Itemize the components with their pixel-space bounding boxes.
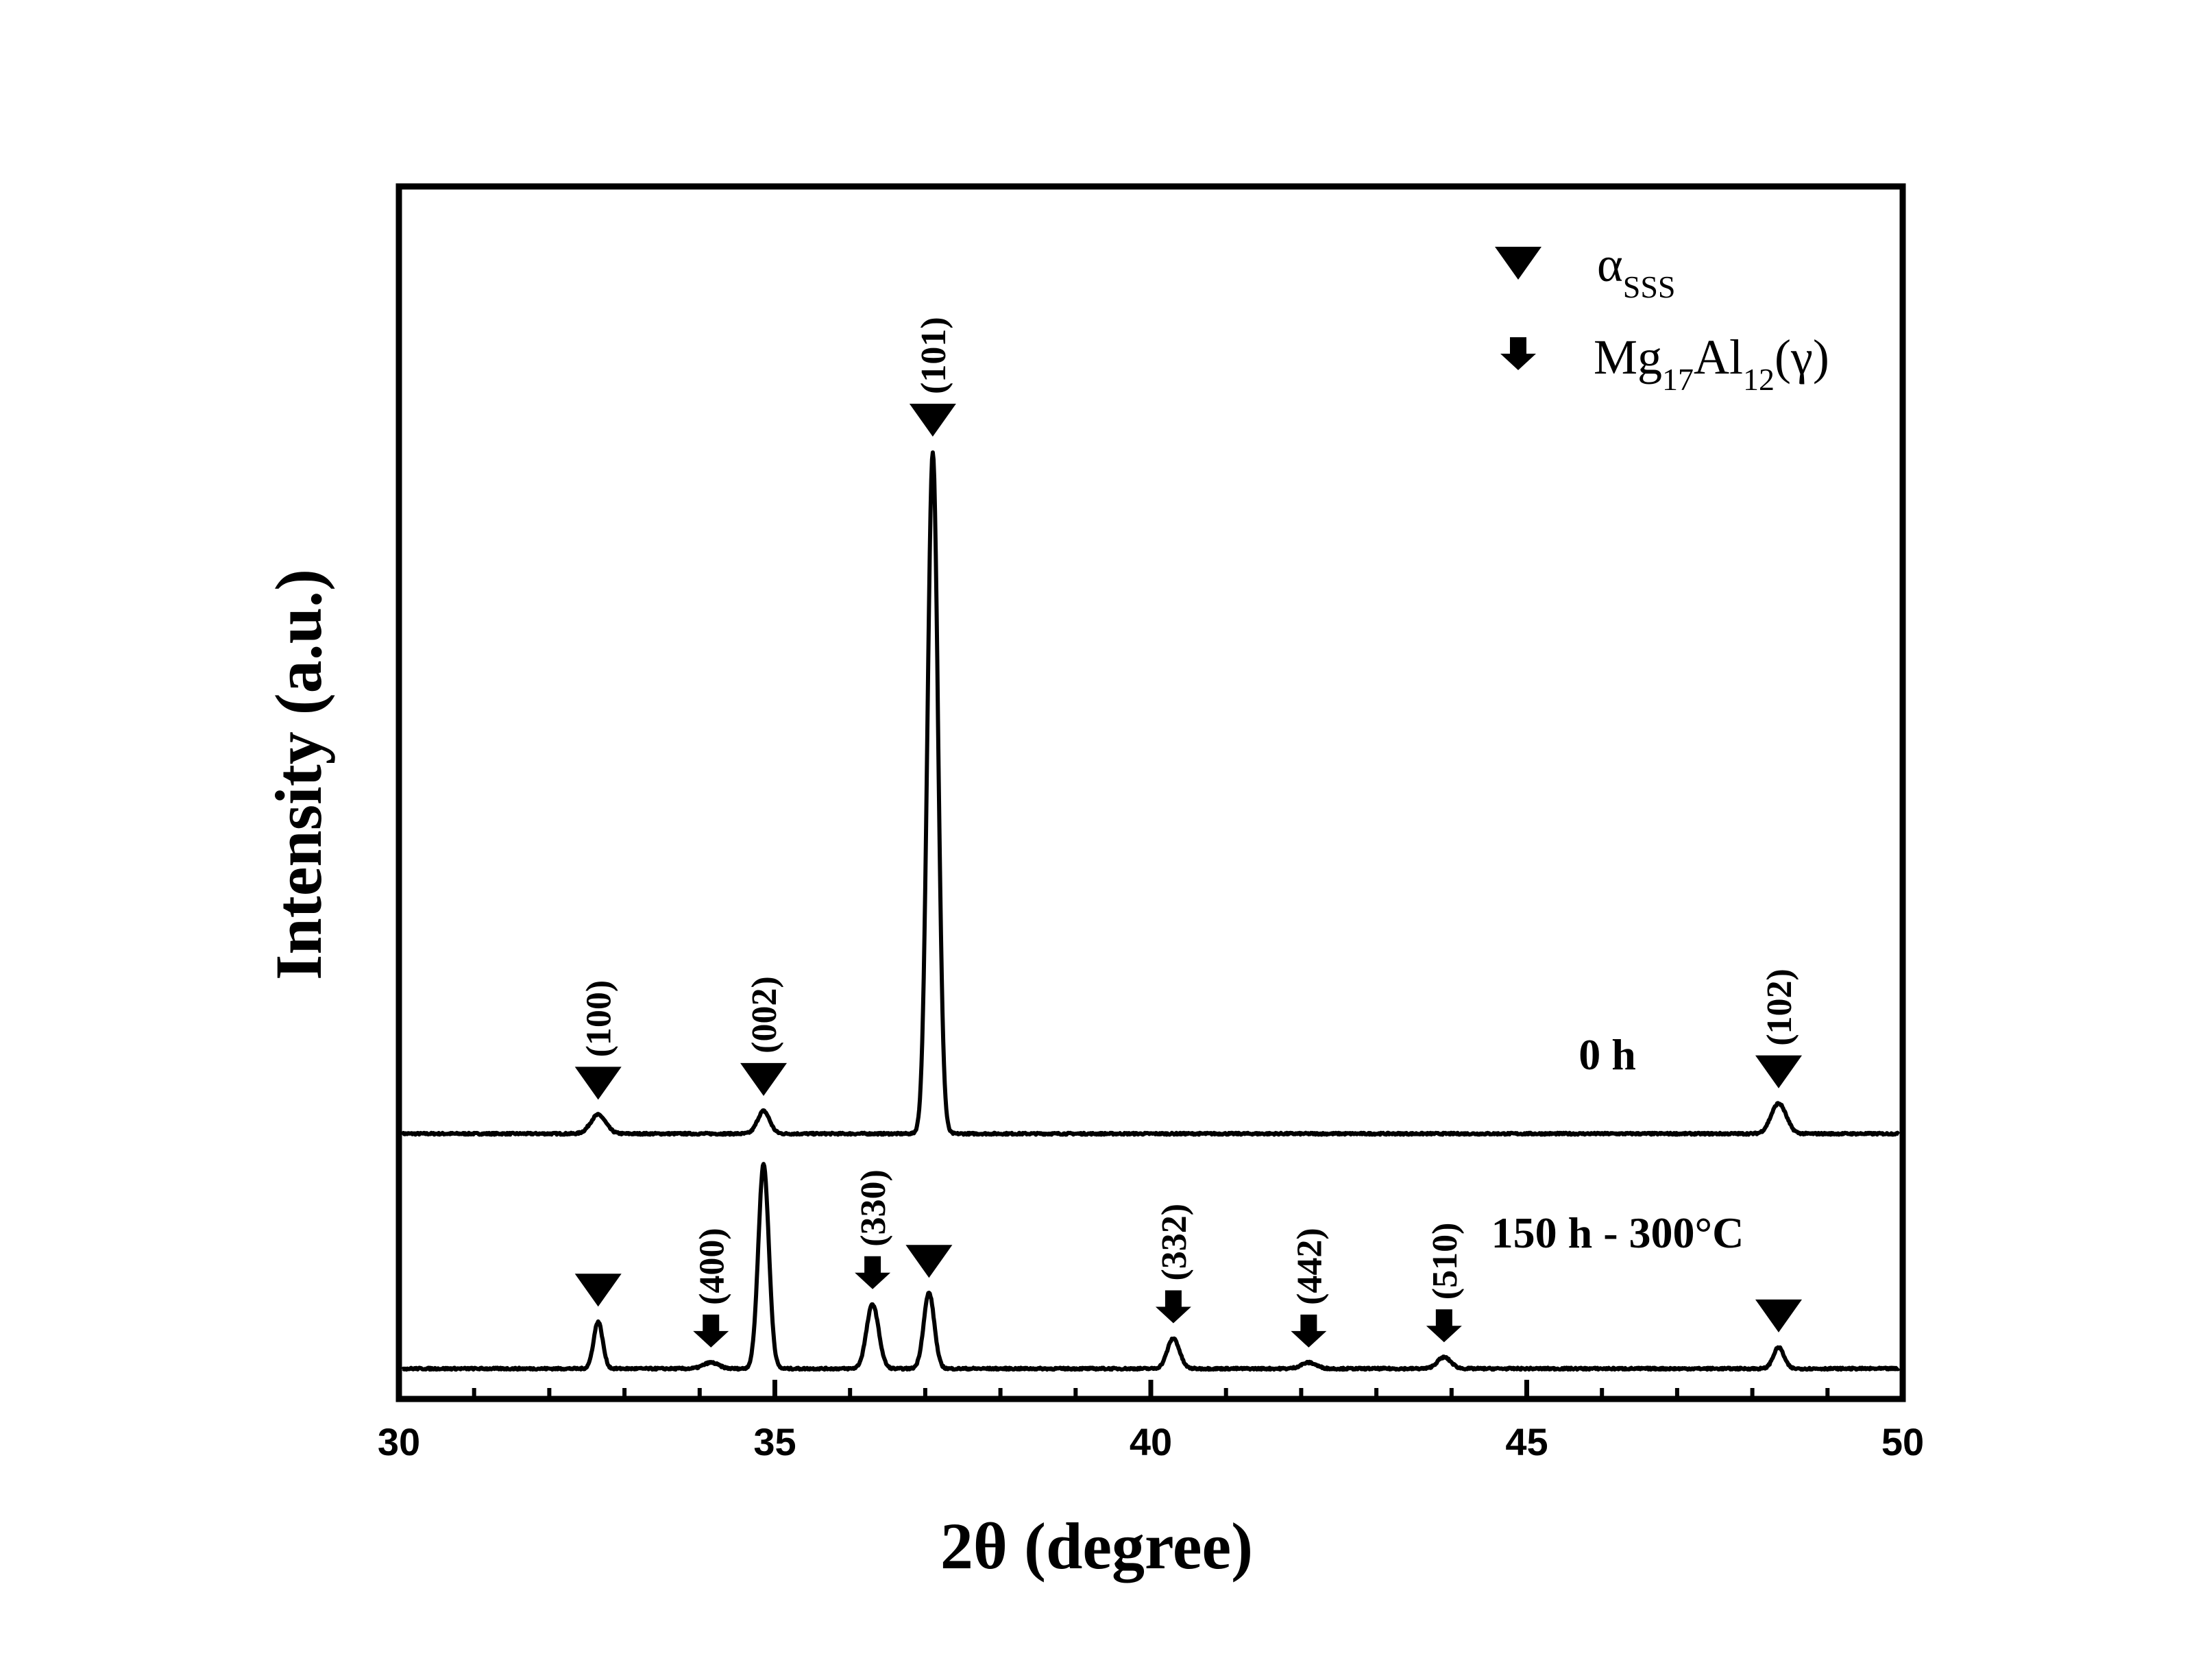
legend-alpha-label: αSSS bbox=[1597, 237, 1675, 304]
legend-gamma-part: 17 bbox=[1662, 362, 1694, 397]
x-tick-label: 50 bbox=[1881, 1420, 1924, 1463]
legend-gamma-part: (γ) bbox=[1775, 330, 1829, 385]
legend-gamma-part: 12 bbox=[1743, 362, 1775, 397]
series-line-1 bbox=[401, 1162, 1901, 1372]
peak-label: (400) bbox=[692, 1228, 731, 1305]
peak-label: (442) bbox=[1290, 1228, 1329, 1305]
peak-label: (100) bbox=[580, 980, 619, 1058]
alpha-marker-triangle-icon bbox=[909, 403, 956, 437]
x-ticks-group: 30 35 40 45 50 bbox=[378, 1380, 1924, 1463]
legend-gamma-label: Mg17Al12(γ) bbox=[1594, 330, 1829, 397]
peak-label: (330) bbox=[854, 1169, 893, 1247]
legend: αSSS Mg17Al12(γ) bbox=[1495, 237, 1829, 397]
x-axis-title: 2θ (degree) bbox=[940, 1509, 1253, 1583]
x-tick-label: 30 bbox=[378, 1420, 420, 1463]
series-label-0h: 0 h bbox=[1579, 1030, 1636, 1079]
gamma-marker-arrow-icon bbox=[693, 1314, 729, 1348]
legend-arrow-icon bbox=[1500, 337, 1536, 370]
series-label-150h: 150 h - 300°C bbox=[1491, 1208, 1744, 1257]
peak-label: (101) bbox=[914, 317, 953, 394]
peak-label: (102) bbox=[1760, 969, 1799, 1046]
series-line-0 bbox=[400, 450, 1901, 1137]
legend-alpha-main: α bbox=[1597, 237, 1623, 292]
legend-gamma-part: Mg bbox=[1594, 330, 1662, 385]
legend-alpha-sub: SSS bbox=[1623, 269, 1676, 304]
alpha-marker-triangle-icon bbox=[905, 1245, 953, 1278]
x-tick-label: 35 bbox=[753, 1420, 796, 1463]
legend-triangle-icon bbox=[1495, 247, 1541, 280]
x-tick-label: 45 bbox=[1505, 1420, 1548, 1463]
peak-label: (332) bbox=[1155, 1204, 1194, 1281]
gamma-marker-arrow-icon bbox=[1426, 1309, 1462, 1343]
gamma-marker-arrow-icon bbox=[855, 1256, 891, 1289]
traces-group bbox=[400, 450, 1901, 1372]
alpha-marker-triangle-icon bbox=[740, 1062, 788, 1096]
x-tick-label: 40 bbox=[1130, 1420, 1172, 1463]
gamma-marker-arrow-icon bbox=[1291, 1314, 1327, 1348]
alpha-marker-triangle-icon bbox=[1755, 1055, 1802, 1088]
peak-label: (510) bbox=[1426, 1223, 1465, 1300]
peak-label: (002) bbox=[745, 976, 784, 1054]
alpha-marker-triangle-icon bbox=[574, 1067, 622, 1100]
legend-gamma-part: Al bbox=[1694, 330, 1743, 385]
gamma-marker-arrow-icon bbox=[1155, 1290, 1191, 1324]
alpha-marker-triangle-icon bbox=[574, 1274, 622, 1307]
alpha-marker-triangle-icon bbox=[1755, 1299, 1802, 1332]
y-axis-title: Intensity (a.u.) bbox=[262, 569, 335, 980]
markers-group: (100) (002) (101) (102) (400) (330) (332) (442)… bbox=[574, 317, 1802, 1348]
